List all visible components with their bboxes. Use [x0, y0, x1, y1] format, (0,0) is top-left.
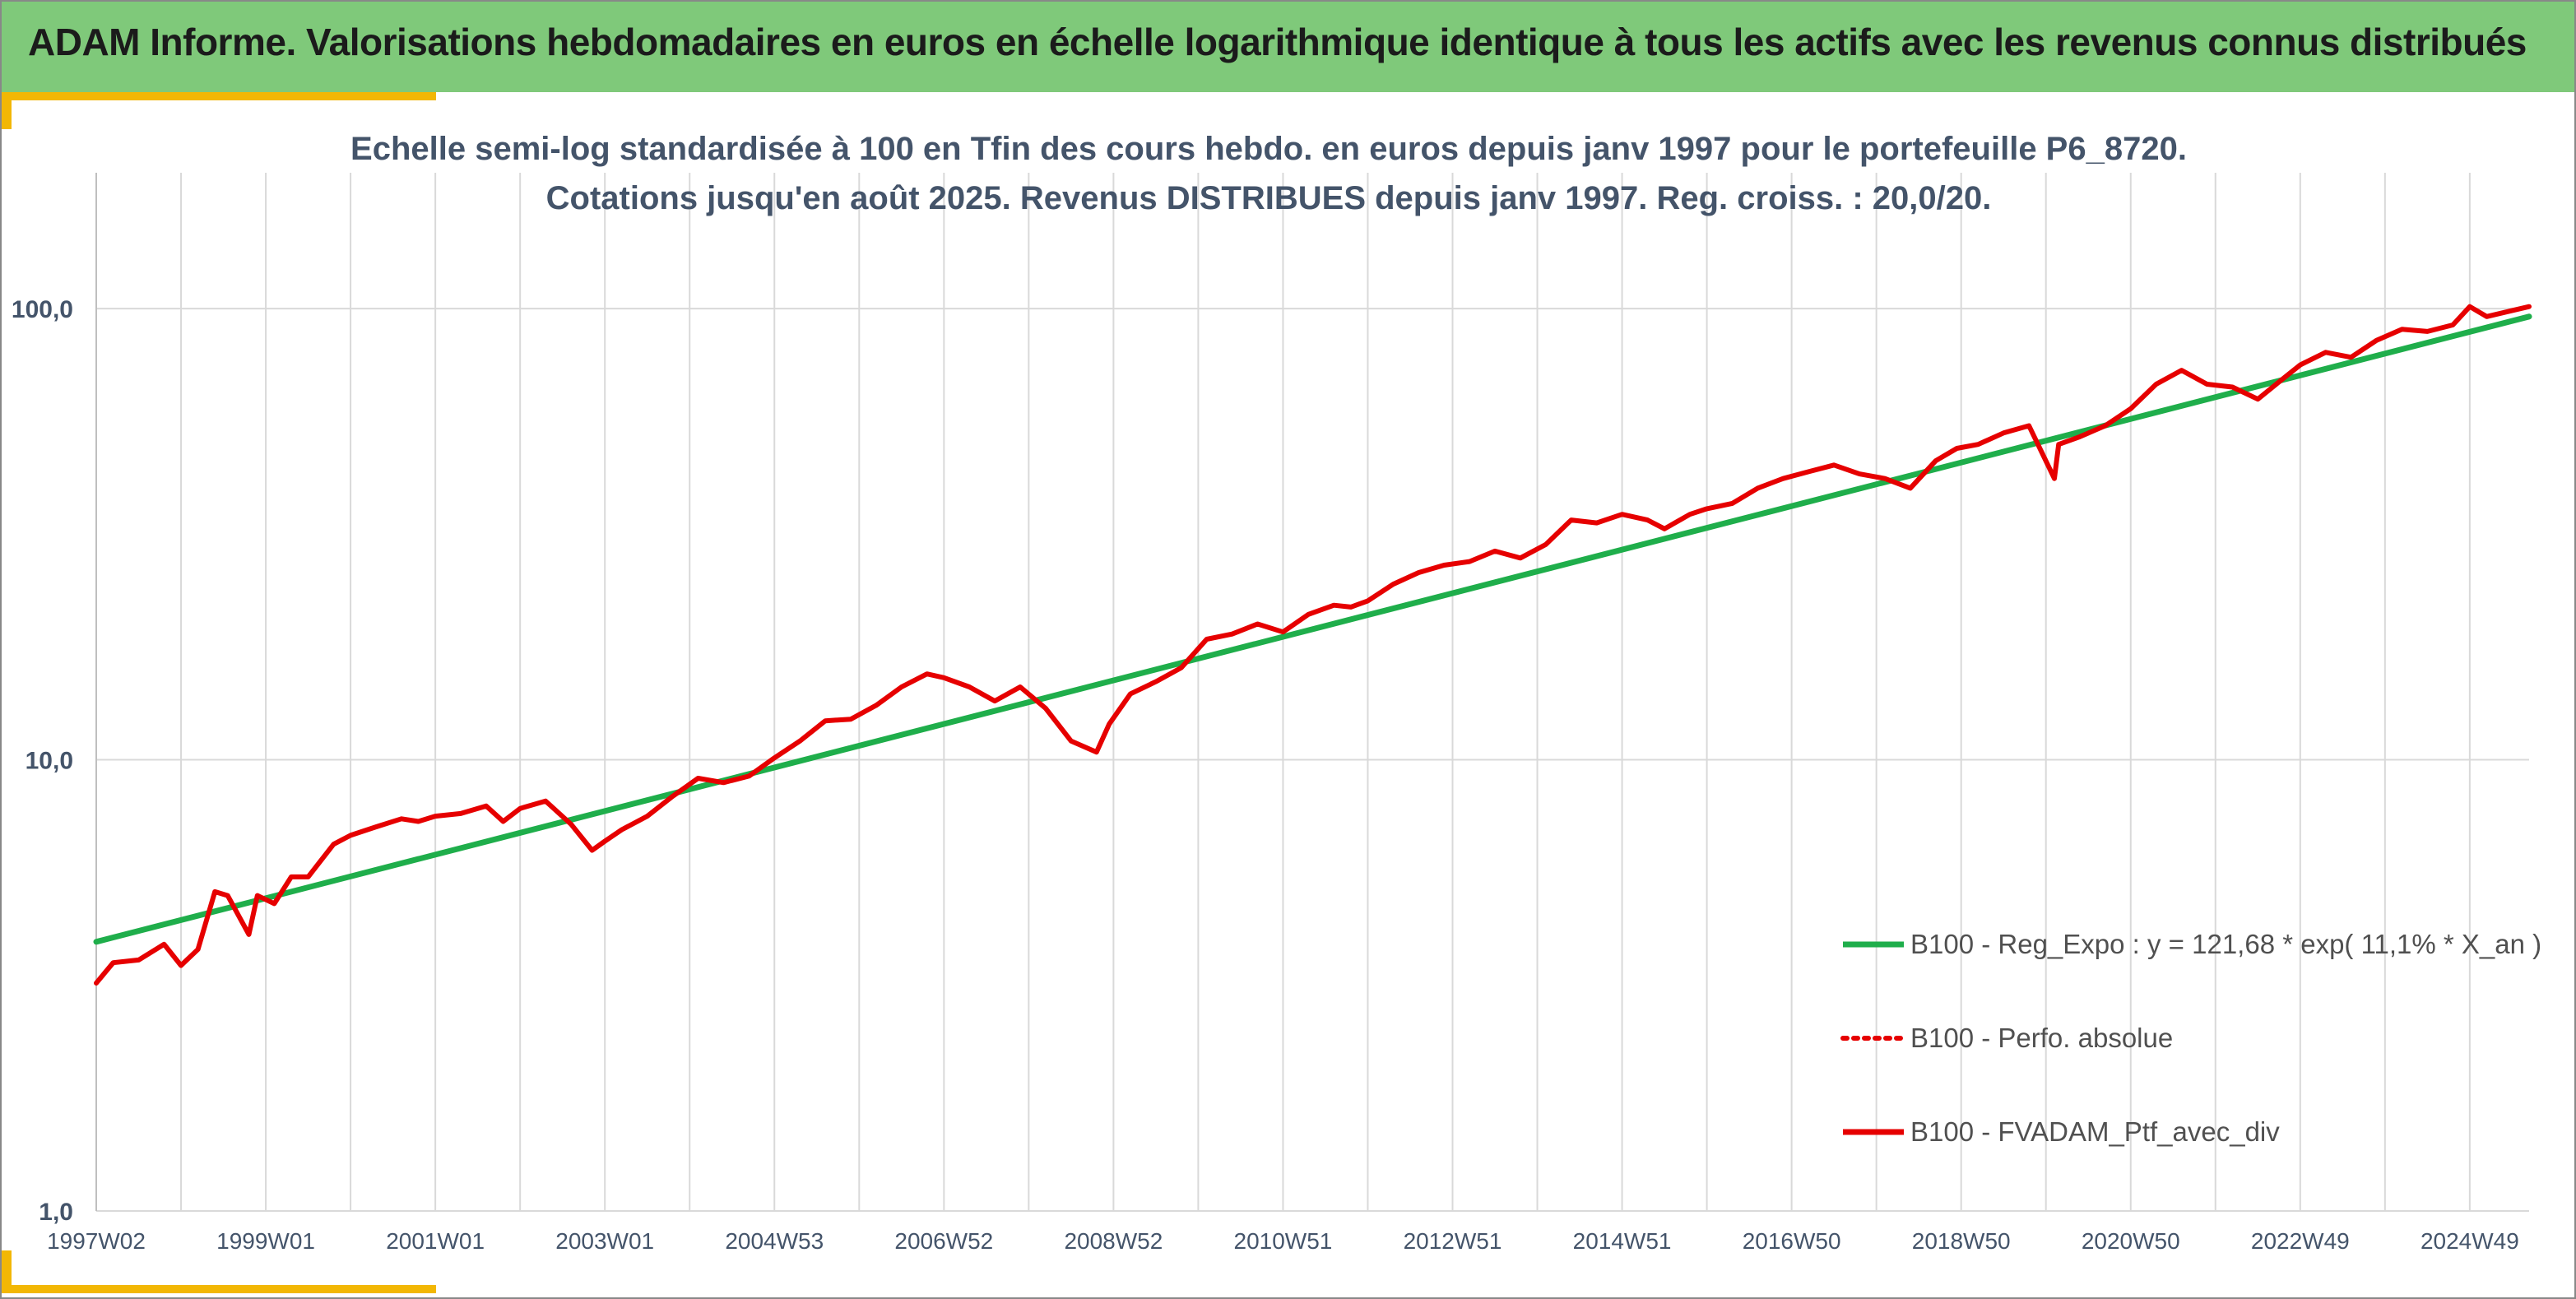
- title-banner: ADAM Informe. Valorisations hebdomadaire…: [2, 2, 2574, 92]
- y-tick-label: 1,0: [39, 1199, 73, 1226]
- accent-bar-top: [2, 92, 436, 100]
- x-tick-label: 2010W51: [1234, 1228, 1333, 1254]
- x-tick-label: 2006W52: [894, 1228, 993, 1254]
- x-axis-tick-labels: 1997W02 1999W01 2001W01 2003W01 2004W53 2006W…: [47, 1228, 2519, 1254]
- x-tick-label: 2018W50: [1912, 1228, 2011, 1254]
- accent-bar-left-top: [2, 92, 12, 129]
- chart-title-line-2: Cotations jusqu'en août 2025. Revenus DI…: [546, 180, 1992, 216]
- x-tick-label: 1997W02: [47, 1228, 146, 1254]
- legend-label: B100 - FVADAM_Ptf_avec_div: [1910, 1116, 2280, 1147]
- y-tick-label: 10,0: [26, 748, 73, 775]
- y-axis-tick-labels: 1,0 10,0 100,0: [12, 296, 73, 1226]
- x-tick-label: 2016W50: [1743, 1228, 1841, 1254]
- chart-title-line-1: Echelle semi-log standardisée à 100 en T…: [350, 131, 2187, 167]
- accent-bar-left-bottom: [2, 1250, 12, 1293]
- x-tick-label: 2003W01: [555, 1228, 654, 1254]
- legend-label: B100 - Reg_Expo : y = 121,68 * exp( 11,1…: [1910, 929, 2541, 959]
- horizontal-gridlines: [95, 173, 2529, 1212]
- series-line-portfolio: [94, 304, 2532, 986]
- legend: B100 - Reg_Expo : y = 121,68 * exp( 11,1…: [1840, 929, 2541, 1147]
- chart-title: Echelle semi-log standardisée à 100 en T…: [350, 131, 2187, 216]
- x-tick-label: 2022W49: [2251, 1228, 2350, 1254]
- x-tick-label: 1999W01: [216, 1228, 315, 1254]
- vertical-gridlines: [95, 173, 2471, 1211]
- x-tick-label: 2008W52: [1064, 1228, 1163, 1254]
- x-tick-label: 2004W53: [725, 1228, 824, 1254]
- series-lines: [93, 304, 2532, 986]
- series-line-regression: [93, 313, 2532, 945]
- y-tick-label: 100,0: [12, 296, 73, 323]
- legend-label: B100 - Perfo. absolue: [1910, 1023, 2173, 1053]
- x-tick-label: 2012W51: [1404, 1228, 1502, 1254]
- banner-title: ADAM Informe. Valorisations hebdomadaire…: [28, 21, 2527, 63]
- accent-bar-bottom: [2, 1285, 436, 1293]
- x-tick-label: 2001W01: [386, 1228, 485, 1254]
- x-tick-label: 2020W50: [2082, 1228, 2180, 1254]
- x-tick-label: 2024W49: [2421, 1228, 2519, 1254]
- x-tick-label: 2014W51: [1573, 1228, 1672, 1254]
